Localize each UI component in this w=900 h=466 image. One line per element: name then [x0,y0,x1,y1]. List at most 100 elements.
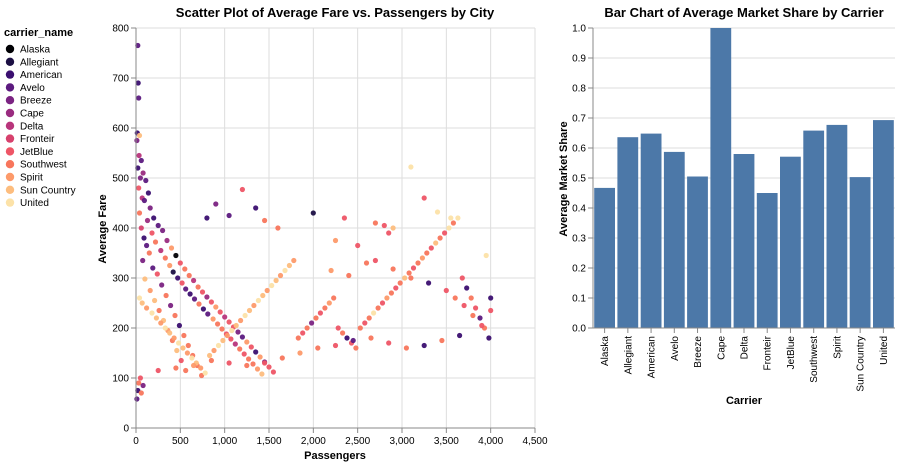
scatter-point [136,295,143,301]
scatter-point [253,205,259,211]
scatter-point [448,215,454,221]
scatter-point [208,357,214,364]
bar [803,130,825,328]
scatter-point [215,321,221,327]
scatter-point [237,346,243,352]
scatter-point [191,362,197,369]
bar [756,193,778,328]
bar-x-tick-label: Delta [740,336,751,360]
scatter-point [174,347,180,354]
scatter-point [317,310,323,316]
legend-symbol [5,121,15,130]
scatter-point [226,360,232,366]
scatter-point [421,195,427,201]
scatter-point [426,280,432,286]
scatter-y-tick-label: 700 [112,74,129,85]
bar [826,124,848,329]
scatter-point [455,215,461,221]
legend-symbol [5,172,15,182]
scatter-point [424,250,430,256]
scatter-point [164,237,170,244]
scatter-point [402,275,408,281]
bar-y-tick-label: 0.1 [572,294,586,305]
scatter-point [246,307,253,314]
scatter-point [332,342,339,349]
scatter-point [202,370,208,376]
scatter-point [185,342,191,349]
legend-label: Alaska [20,45,50,56]
scatter-point [162,255,168,261]
scatter-point [183,367,189,374]
scatter-point [228,336,234,342]
bar-title: Bar Chart of Average Market Share by Car… [604,5,883,20]
scatter-point [140,382,146,389]
scatter-point [162,325,168,331]
scatter-point [208,299,214,305]
scatter-point [384,295,390,301]
scatter-point [186,272,192,279]
scatter-point [168,302,174,309]
scatter-point [146,250,152,256]
scatter-y-tick-label: 200 [112,324,129,335]
scatter-point [443,287,449,294]
scatter-point [248,344,254,350]
scatter-point [362,320,368,326]
scatter-point [295,335,301,341]
scatter-point [279,355,285,361]
scatter-point [459,275,465,281]
scatter-point [136,210,143,216]
scatter-point [171,335,177,341]
scatter-point [461,302,467,309]
scatter-point [450,220,456,226]
scatter-point [464,285,470,291]
scatter-x-tick-label: 1,000 [212,436,237,447]
scatter-point [257,354,263,360]
scatter-point [147,287,153,294]
scatter-x-axis-title: Passengers [304,450,366,462]
scatter-point [151,215,157,221]
scatter-point [184,350,190,356]
scatter-point [254,366,261,372]
scatter-point [191,296,198,302]
scatter-point [177,260,183,266]
bar [873,120,894,328]
scatter-point [262,217,268,224]
bar-chart: Bar Chart of Average Market Share by Car… [558,5,895,407]
scatter-point [368,335,374,341]
scatter-point [341,215,347,221]
legend-label: Cape [20,109,44,120]
bar-y-axis-title: Average Market Share [558,121,570,236]
scatter-point [156,307,162,314]
scatter-point [390,266,396,272]
scatter-point [138,157,144,164]
scatter-point [264,287,270,294]
bar-y-tick-label: 1.0 [572,24,586,35]
scatter-point [488,295,494,301]
scatter-point [340,330,346,336]
bar [780,156,801,328]
legend-label: American [20,70,62,81]
scatter-point [388,290,394,296]
scatter-point [355,242,361,249]
scatter-point [196,301,202,307]
scatter-point [421,342,427,349]
bar-y-tick-label: 0.3 [572,234,586,245]
scatter-point [246,356,252,362]
scatter-point [286,262,292,269]
scatter-point [149,310,155,316]
legend-label: Southwest [20,160,67,171]
scatter-title: Scatter Plot of Average Fare vs. Passeng… [176,5,495,20]
scatter-point [172,312,178,319]
legend-title: carrier_name [4,27,73,39]
scatter-point [226,212,232,219]
scatter-point [155,367,161,374]
scatter-point [163,292,169,299]
scatter-y-axis-title: Average Fare [97,194,109,263]
scatter-point [434,209,441,215]
legend-label: United [20,198,49,209]
scatter-point [155,222,161,229]
legend-label: Spirit [20,173,43,184]
scatter-point [134,137,140,144]
scatter-point [178,357,184,364]
scatter-point [346,272,352,279]
